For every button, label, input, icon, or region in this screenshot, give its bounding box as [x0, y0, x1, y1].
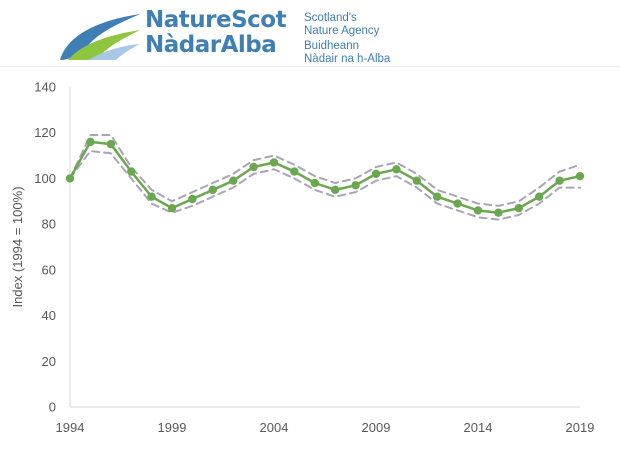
x-tick-label: 2019	[566, 420, 595, 435]
y-tick-label: 100	[34, 171, 56, 186]
naturescot-logo-icon	[60, 14, 140, 60]
tagline-gd-1: Buidheann	[304, 40, 359, 52]
data-point	[392, 165, 401, 174]
series-layer	[65, 134, 585, 221]
y-tick-label: 20	[42, 354, 56, 369]
data-point	[371, 169, 381, 179]
x-tick-label: 2014	[464, 420, 493, 435]
y-tick-label: 120	[34, 125, 56, 140]
y-axis-title: Index (1994 = 100%)	[10, 186, 25, 307]
data-point	[433, 192, 442, 201]
data-point	[269, 158, 279, 167]
index-line	[68, 140, 581, 214]
data-point	[106, 139, 116, 149]
data-point	[535, 192, 544, 201]
brand-line-2: NàdarAlba	[145, 32, 277, 58]
tick-labels: 0 20 40 60 80 100 120 140 1994 1999 2004 2009 2014 20…	[10, 80, 594, 436]
data-point	[290, 167, 299, 176]
data-point	[453, 199, 462, 208]
data-point	[555, 176, 564, 185]
brand-line-1: NatureScot	[145, 7, 287, 33]
brand-tagline: Scotland's Nature Agency Buidheann Nàdai…	[304, 12, 390, 65]
axes	[69, 87, 580, 408]
brand-name: NatureScot NàdarAlba	[145, 7, 287, 58]
data-point	[514, 203, 523, 213]
data-point	[229, 176, 238, 185]
y-tick-label: 60	[42, 262, 56, 277]
header: NatureScot NàdarAlba Scotland's Nature A…	[0, 0, 620, 67]
lower-confidence-limit-line	[69, 150, 581, 221]
tagline-en-2: Nature Agency	[304, 24, 380, 37]
upper-confidence-limit-line	[69, 134, 581, 207]
x-tick-label: 1999	[158, 420, 187, 435]
data-point	[249, 162, 258, 172]
data-point	[188, 194, 197, 204]
data-point	[147, 192, 156, 201]
x-tick-label: 2004	[260, 420, 289, 435]
data-point	[65, 174, 75, 183]
data-point	[86, 137, 95, 147]
y-tick-label: 80	[42, 217, 56, 232]
data-point	[412, 176, 421, 185]
data-point	[351, 181, 360, 190]
chart-area: 0 20 40 60 80 100 120 140 1994 1999 2004 2009 2014 20…	[0, 66, 620, 451]
data-point	[473, 206, 483, 215]
y-tick-label: 0	[49, 400, 56, 415]
tagline-en-1: Scotland's	[304, 12, 357, 24]
data-point	[208, 185, 217, 195]
tagline-gd-2: Nàdair na h-Alba	[304, 52, 391, 65]
data-point	[331, 185, 340, 195]
y-tick-label: 140	[34, 80, 56, 95]
data-point	[575, 171, 585, 181]
data-point	[494, 208, 503, 217]
data-point	[127, 167, 136, 176]
line-chart: 0 20 40 60 80 100 120 140 1994 1999 2004 2009 2014 20…	[10, 80, 594, 436]
data-point	[167, 203, 177, 213]
x-tick-label: 2009	[362, 420, 391, 435]
data-point	[310, 178, 319, 188]
y-tick-label: 40	[42, 308, 56, 323]
x-tick-label: 1994	[56, 420, 85, 435]
